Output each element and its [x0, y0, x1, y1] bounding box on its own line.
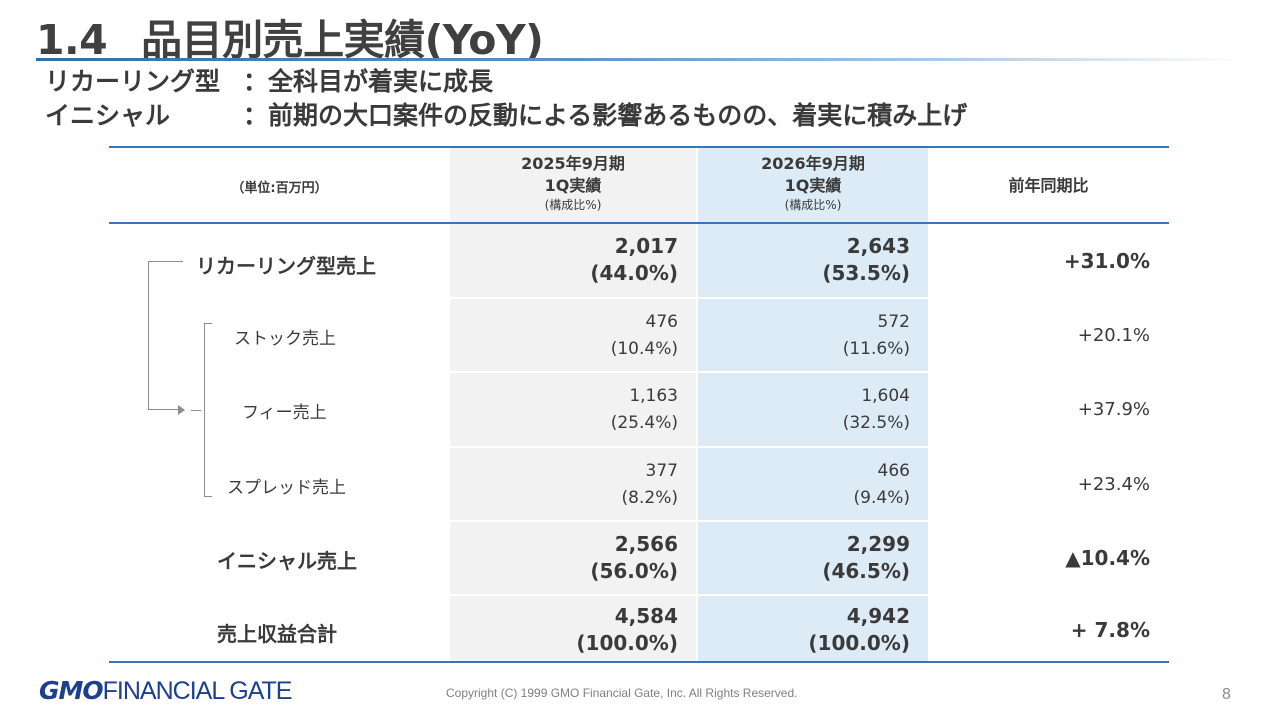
subtitle-recurring: リカーリング型 ：全科目が着実に成長	[45, 62, 493, 98]
header-2026: 2026年9月期 1Q実績 (構成比%)	[698, 153, 928, 213]
table-header-border	[109, 222, 1169, 224]
row-separator	[450, 594, 928, 596]
title-underline	[36, 58, 1246, 61]
row-label-spread: スプレッド売上	[227, 478, 346, 498]
tree-bracket-outer	[148, 261, 183, 410]
cell-2026-total: 4,942 (100.0%)	[808, 604, 910, 655]
col-2026-background	[698, 148, 928, 661]
cell-2026-recurring: 2,643 (53.5%)	[822, 234, 910, 285]
page-number: 8	[1222, 686, 1231, 703]
subtitle-label: イニシャル	[45, 101, 171, 130]
arrow-right-icon	[178, 405, 185, 415]
company-logo: GMOFINANCIAL GATE	[39, 676, 293, 706]
cell-2026-spread: 466 (9.4%)	[853, 461, 910, 508]
subtitle-text: 前期の大口案件の反動による影響あるものの、着実に積み上げ	[268, 101, 968, 130]
yoy-spread: +23.4%	[1077, 474, 1150, 495]
header-2025-ratio: (構成比%)	[544, 198, 602, 212]
header-2026-period: 2026年9月期	[761, 154, 865, 173]
subtitle-initial: イニシャル ：前期の大口案件の反動による影響あるものの、着実に積み上げ	[45, 96, 967, 132]
header-2025-type: 1Q実績	[544, 176, 602, 195]
col-2025-background	[450, 148, 696, 661]
tree-bracket-inner	[204, 323, 212, 497]
subtitle-colon: ：前期の大口案件の反動による影響あるものの、着実に積み上げ	[243, 101, 968, 130]
page-title: 1.4 品目別売上実績(YoY)	[36, 6, 544, 66]
copyright: Copyright (C) 1999 GMO Financial Gate, I…	[446, 686, 798, 700]
subtitle-text: 全科目が着実に成長	[268, 67, 494, 96]
row-separator	[450, 297, 928, 299]
header-2025: 2025年9月期 1Q実績 (構成比%)	[450, 153, 696, 213]
header-yoy: 前年同期比	[1008, 176, 1089, 195]
row-separator	[450, 371, 928, 373]
cell-2025-spread: 377 (8.2%)	[621, 461, 678, 508]
yoy-recurring: +31.0%	[1063, 249, 1150, 273]
header-2026-ratio: (構成比%)	[784, 198, 842, 212]
row-label-initial: イニシャル売上	[217, 549, 357, 573]
unit-label: （単位:百万円）	[231, 181, 328, 196]
row-separator	[450, 520, 928, 522]
row-label-recurring: リカーリング型売上	[196, 254, 376, 278]
cell-2025-total: 4,584 (100.0%)	[576, 604, 678, 655]
cell-2026-initial: 2,299 (46.5%)	[822, 532, 910, 583]
logo-gmo: GMO	[39, 676, 104, 705]
row-separator	[450, 446, 928, 448]
table-top-border	[109, 146, 1169, 148]
cell-2026-stock: 572 (11.6%)	[842, 312, 910, 359]
subtitle-label: リカーリング型	[45, 67, 221, 96]
title-text: 品目別売上実績(YoY)	[141, 16, 544, 64]
cell-2025-stock: 476 (10.4%)	[610, 312, 678, 359]
row-label-stock: ストック売上	[234, 329, 336, 349]
row-label-fee: フィー売上	[242, 403, 327, 423]
yoy-stock: +20.1%	[1077, 325, 1150, 346]
yoy-initial: ▲10.4%	[1065, 546, 1150, 570]
table-bottom-border	[109, 661, 1169, 663]
cell-2025-recurring: 2,017 (44.0%)	[590, 234, 678, 285]
cell-2025-fee: 1,163 (25.4%)	[610, 386, 678, 433]
cell-2025-initial: 2,566 (56.0%)	[590, 532, 678, 583]
section-number: 1.4	[36, 16, 108, 64]
tree-connector	[191, 410, 201, 411]
header-2025-period: 2025年9月期	[521, 154, 625, 173]
row-label-total: 売上収益合計	[217, 622, 337, 646]
logo-financial-gate: FINANCIAL GATE	[102, 677, 293, 705]
yoy-total: + 7.8%	[1070, 618, 1150, 642]
cell-2026-fee: 1,604 (32.5%)	[842, 386, 910, 433]
header-2026-type: 1Q実績	[784, 176, 842, 195]
subtitle-colon: ：全科目が着実に成長	[243, 67, 494, 96]
yoy-fee: +37.9%	[1077, 399, 1150, 420]
